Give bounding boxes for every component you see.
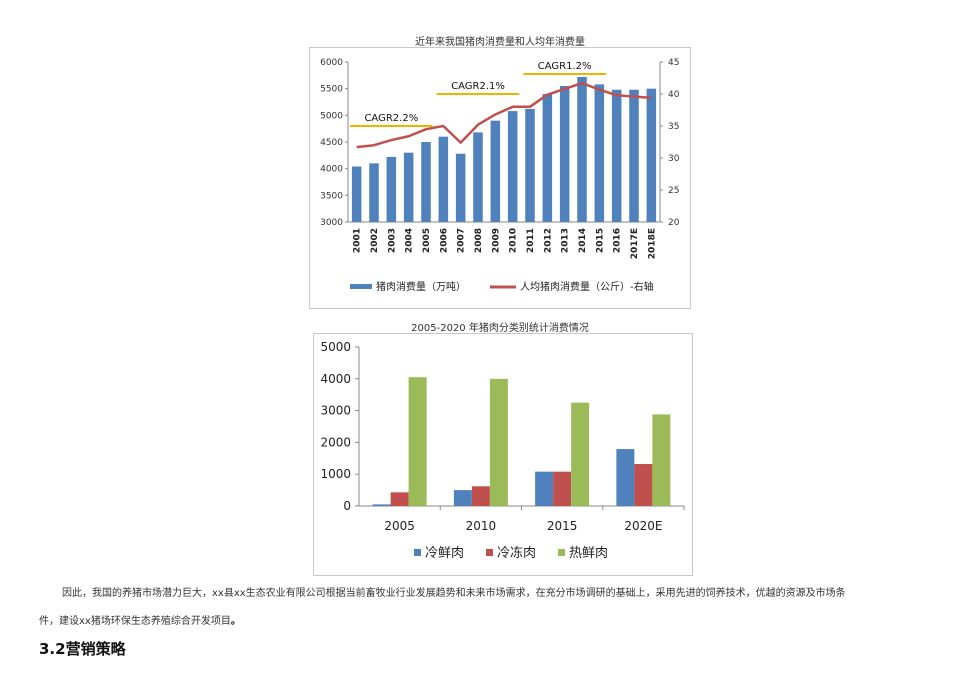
y-axis-tick-label: 3000	[320, 404, 351, 418]
legend-label-hot-fresh: 热鲜肉	[569, 546, 608, 561]
left-axis-tick-label: 4000	[320, 165, 343, 175]
left-axis-tick-label: 4500	[320, 138, 343, 148]
legend-label-line: 人均猪肉消费量（公斤）-右轴	[520, 280, 654, 293]
bar-pork-consumption	[403, 152, 414, 222]
paragraph-line-2-end: 。	[230, 616, 241, 627]
bar-pork-consumption	[351, 166, 362, 222]
bar-frozen	[553, 471, 572, 506]
right-axis-tick-label: 20	[668, 218, 680, 228]
x-axis-tick-label: 2004	[405, 228, 415, 253]
legend-label-chilled: 冷鲜肉	[425, 546, 464, 561]
bar-pork-consumption	[386, 156, 397, 222]
y-axis-tick-label: 1000	[320, 467, 351, 481]
right-axis-tick-label: 35	[668, 122, 679, 132]
bar-pork-consumption	[438, 136, 449, 222]
chart1-title: 近年来我国猪肉消费量和人均年消费量	[415, 37, 585, 48]
x-axis-tick-label: 2010	[466, 519, 497, 533]
section-heading: 3.2营销策略	[39, 640, 126, 658]
x-axis-tick-label: 2015	[547, 519, 578, 533]
chart1-frame: 3000 3500 4000 4500 5000 5500 6000 20 25 30 35 40 45…	[309, 47, 691, 309]
x-axis-tick-label: 2015	[595, 228, 605, 253]
bar-pork-consumption	[629, 89, 639, 222]
x-axis-tick-label: 2016	[613, 228, 623, 253]
legend-swatch-frozen	[486, 549, 493, 556]
legend-swatch-chilled	[414, 549, 421, 556]
x-axis-tick-label: 2002	[370, 228, 380, 253]
x-axis-tick-label: 2005	[422, 228, 432, 253]
bar-hot-fresh	[408, 377, 427, 506]
bar-chilled	[616, 449, 635, 506]
x-axis-tick-label: 2018E	[647, 228, 657, 259]
x-axis-tick-label: 2008	[474, 228, 484, 253]
x-axis-tick-label: 2010	[509, 228, 519, 253]
bar-pork-consumption	[611, 89, 622, 222]
y-axis-tick-label: 2000	[320, 435, 351, 449]
bar-pork-consumption	[559, 86, 570, 222]
right-axis-tick-label: 40	[668, 90, 680, 100]
legend-swatch-hot-fresh	[558, 549, 565, 556]
paragraph-line-1: 因此，我国的养猪市场潜力巨大，xx县xx生态农业有限公司根据当前畜牧业行业发展趋…	[62, 588, 846, 599]
bar-chilled	[372, 504, 391, 506]
chart2-svg: 0 1000 2000 3000 4000 5000 2005 2010 2015 2020E 冷鲜…	[320, 340, 685, 561]
legend-label-bars: 猪肉消费量（万吨）	[376, 280, 466, 293]
x-axis-tick-label: 2006	[439, 228, 449, 253]
bar-pork-consumption	[525, 108, 535, 222]
left-axis-tick-label: 5000	[320, 111, 343, 121]
left-axis-tick-label: 6000	[320, 58, 343, 68]
bar-chilled	[453, 490, 472, 506]
right-axis-tick-label: 30	[668, 154, 680, 164]
bar-pork-consumption	[490, 120, 501, 222]
x-axis-tick-label: 2020E	[624, 519, 662, 533]
bar-frozen	[471, 486, 490, 506]
right-axis-tick-label: 45	[668, 58, 679, 68]
bar-pork-consumption	[507, 111, 518, 222]
x-axis-tick-label: 2007	[457, 228, 467, 253]
bar-pork-consumption	[542, 94, 553, 222]
chart2-title: 2005-2020 年猪肉分类别统计消费情况	[411, 323, 589, 334]
bar-frozen	[634, 464, 653, 506]
bar-pork-consumption	[594, 84, 605, 223]
x-axis-tick-label: 2005	[384, 519, 415, 533]
x-axis-tick-label: 2014	[578, 228, 588, 253]
cagr-annotation: CAGR2.2%	[364, 113, 418, 124]
x-axis-tick-label: 2003	[387, 228, 397, 253]
left-axis-tick-label: 3500	[320, 191, 343, 201]
bar-pork-consumption	[577, 76, 587, 222]
bar-pork-consumption	[473, 132, 483, 222]
cagr-annotation: CAGR2.1%	[451, 81, 505, 92]
legend-label-frozen: 冷冻肉	[497, 545, 536, 561]
y-axis-tick-label: 0	[343, 499, 351, 513]
x-axis-tick-label: 2001	[353, 228, 363, 253]
line-per-capita-consumption	[356, 81, 652, 149]
x-axis-tick-label: 2011	[526, 228, 536, 253]
cagr-annotation: CAGR1.2%	[538, 61, 592, 72]
x-axis-tick-label: 2012	[543, 228, 553, 253]
bar-hot-fresh	[489, 378, 508, 506]
bar-pork-consumption	[421, 142, 431, 222]
bar-frozen	[390, 492, 409, 506]
bar-hot-fresh	[652, 414, 671, 506]
y-axis-tick-label: 5000	[320, 340, 351, 354]
x-axis-tick-label: 2017E	[630, 228, 640, 259]
y-axis-tick-label: 4000	[320, 372, 351, 386]
left-axis-tick-label: 5500	[320, 85, 343, 95]
bar-pork-consumption	[455, 153, 466, 222]
bar-chilled	[535, 471, 554, 506]
x-axis-tick-label: 2013	[561, 228, 571, 253]
paragraph-line-2-text: 件，建设xx猪场环保生态养殖综合开发项目	[39, 616, 231, 627]
right-axis-tick-label: 25	[668, 186, 679, 196]
chart1-svg: 3000 3500 4000 4500 5000 5500 6000 20 25 30 35 40 45…	[320, 58, 680, 293]
legend-swatch-bars	[350, 284, 372, 289]
paragraph-line-2: 件，建设xx猪场环保生态养殖综合开发项目。	[39, 614, 241, 630]
chart2-frame: 0 1000 2000 3000 4000 5000 2005 2010 2015 2020E 冷鲜…	[313, 333, 693, 576]
left-axis-tick-label: 3000	[320, 218, 343, 228]
bar-pork-consumption	[369, 163, 379, 222]
bar-pork-consumption	[646, 88, 657, 222]
bar-hot-fresh	[571, 402, 590, 506]
x-axis-tick-label: 2009	[491, 228, 501, 253]
